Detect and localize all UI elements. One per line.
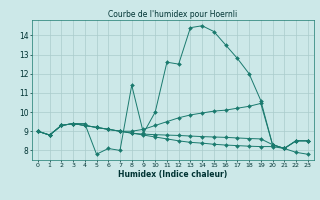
Title: Courbe de l'humidex pour Hoernli: Courbe de l'humidex pour Hoernli [108,10,237,19]
X-axis label: Humidex (Indice chaleur): Humidex (Indice chaleur) [118,170,228,179]
